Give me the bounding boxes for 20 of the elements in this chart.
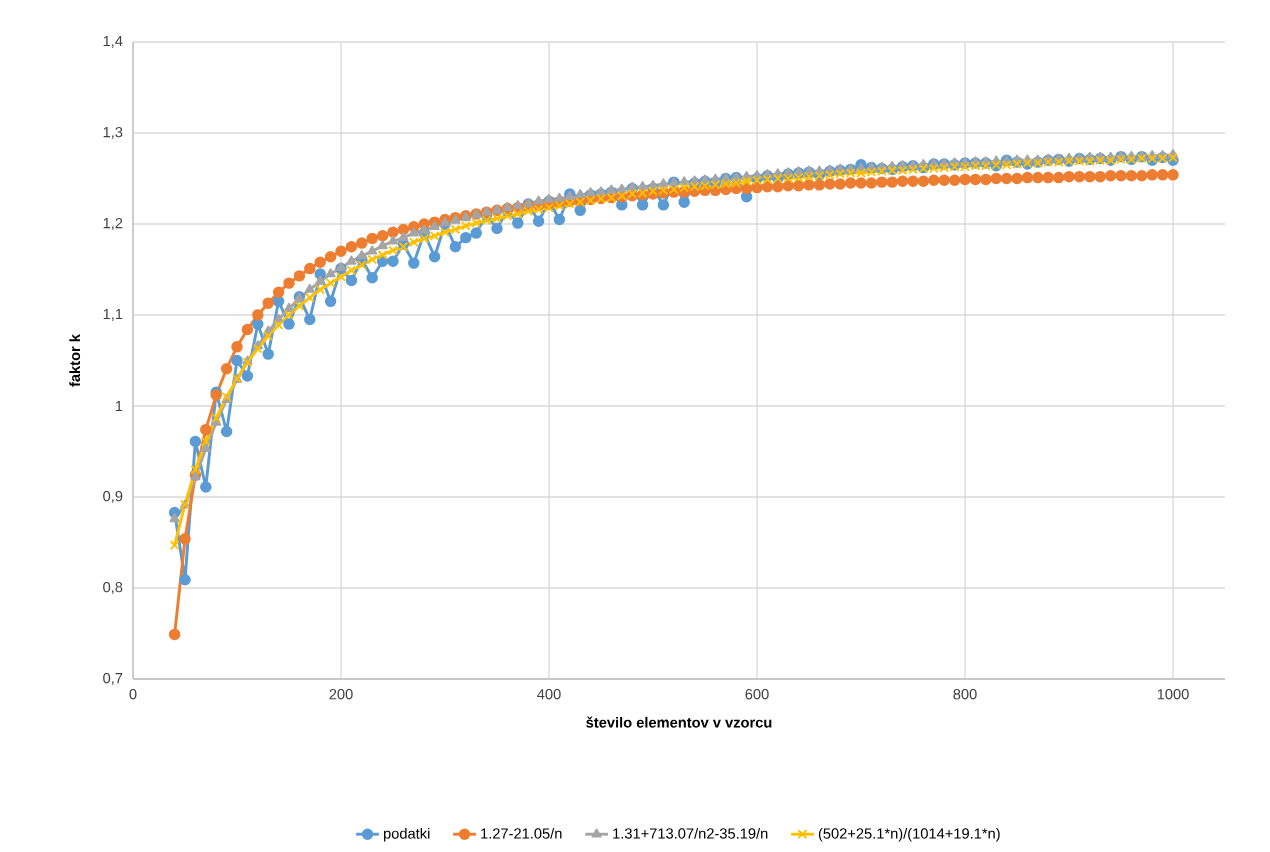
- y-tick-label: 1,1: [103, 309, 123, 321]
- x-tick-label: 400: [537, 689, 561, 700]
- y-axis-title: faktor k: [69, 334, 81, 387]
- y-tick-label: 0,8: [103, 581, 123, 595]
- y-tick-label: 1: [115, 400, 123, 412]
- x-tick-label: 600: [745, 689, 769, 700]
- legend-label: (502+25.1*n)/(1014+19.1*n): [818, 827, 1000, 842]
- y-tick-label: 1,3: [103, 126, 123, 140]
- y-tick-label: 1,4: [103, 36, 123, 48]
- x-tick-label: 800: [953, 689, 977, 700]
- x-tick-label: 200: [329, 689, 353, 700]
- x-axis-title: število elementov v vzorcu: [586, 716, 772, 728]
- x-tick-label: 0: [129, 689, 137, 700]
- legend-label: 1.27-21.05/n: [481, 827, 562, 839]
- x-tick-label: 1000: [1157, 689, 1189, 700]
- y-tick-label: 0,9: [103, 490, 123, 504]
- y-tick-label: 1,2: [103, 217, 123, 231]
- legend-label: 1.31+713.07/n2-35.19/n: [613, 827, 768, 839]
- y-tick-label: 0,7: [103, 672, 123, 686]
- legend-label: podatki: [384, 827, 430, 842]
